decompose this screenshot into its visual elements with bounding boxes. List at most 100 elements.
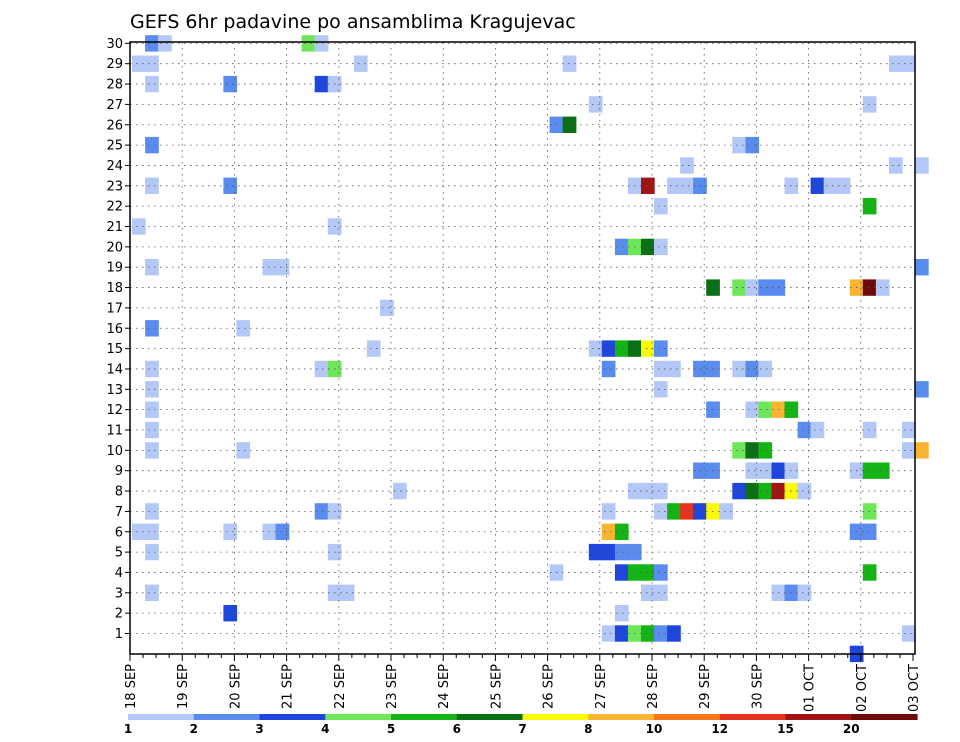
heatmap-cell: [223, 605, 238, 622]
heatmap-cell: [641, 584, 655, 601]
heatmap-cell: [132, 523, 146, 540]
heatmap-cell: [601, 340, 616, 357]
heatmap-cell: [132, 218, 146, 235]
heatmap-cell: [340, 584, 355, 601]
heatmap-cell: [380, 299, 394, 317]
y-tick-label: 27: [106, 98, 123, 113]
y-tick-label: 22: [106, 200, 123, 215]
x-tick-label: 25 SEP: [489, 664, 504, 709]
heatmap-cell: [236, 442, 251, 459]
heatmap-cell: [654, 625, 668, 642]
heatmap-cell: [915, 381, 929, 398]
heatmap-cell: [745, 401, 760, 418]
heatmap-cell: [667, 360, 681, 378]
heatmap-cell: [145, 401, 159, 418]
heatmap-cell: [862, 503, 877, 520]
heatmap-cell: [275, 523, 290, 540]
colorbar-swatch: [588, 714, 655, 720]
heatmap-cell: [902, 442, 916, 459]
heatmap-cell: [654, 198, 668, 215]
heatmap-cell: [145, 55, 159, 72]
heatmap-cell: [145, 523, 159, 540]
heatmap-cell: [353, 55, 368, 72]
y-tick-label: 9: [115, 464, 123, 479]
y-tick-label: 24: [106, 159, 123, 174]
heatmap-cell: [223, 177, 238, 194]
heatmap-cell: [758, 462, 773, 479]
y-tick-label: 30: [106, 37, 123, 52]
x-tick-label: 20 SEP: [228, 664, 243, 709]
y-tick-label: 29: [106, 57, 123, 72]
colorbar-label: 8: [584, 722, 592, 736]
heatmap-cell: [145, 584, 159, 601]
x-tick-label: 28 SEP: [646, 664, 661, 709]
x-tick-label: 23 SEP: [385, 664, 400, 709]
heatmap-cell: [862, 198, 877, 215]
heatmap-cell: [145, 320, 159, 337]
heatmap-cell: [745, 462, 760, 479]
heatmap-cell: [236, 320, 251, 337]
x-tick-label: 03 OCT: [907, 664, 922, 712]
y-tick-label: 1: [115, 627, 123, 642]
heatmap-cell: [902, 421, 916, 439]
y-tick-label: 28: [106, 78, 123, 93]
x-tick-label: 24 SEP: [437, 664, 452, 709]
heatmap-cell: [654, 503, 668, 520]
y-tick-label: 8: [115, 485, 123, 500]
y-tick-label: 4: [115, 566, 123, 581]
heatmap-cell: [693, 177, 707, 194]
heatmap-cell: [797, 482, 812, 500]
heatmap-cell: [797, 584, 812, 601]
y-tick-label: 14: [106, 362, 123, 377]
heatmap-cell: [693, 503, 707, 520]
y-tick-label: 16: [106, 322, 123, 337]
colorbar-label: 12: [711, 722, 728, 736]
heatmap-cell: [915, 157, 929, 174]
heatmap-cell: [862, 421, 877, 439]
colorbar-label: 15: [777, 722, 794, 736]
heatmap-cell: [693, 462, 707, 479]
x-tick-label: 02 OCT: [855, 664, 870, 712]
heatmap-cell: [145, 35, 159, 52]
heatmap-cell: [836, 177, 851, 194]
colorbar-swatch: [325, 714, 392, 720]
heatmap-cell: [915, 259, 929, 276]
x-tick-label: 22 SEP: [333, 664, 348, 709]
heatmap-cell: [758, 442, 773, 459]
colorbar-label: 7: [518, 722, 526, 736]
chart-title: GEFS 6hr padavine po ansamblima Kragujev…: [130, 11, 576, 33]
colorbar-swatch: [391, 714, 458, 720]
heatmap-cell: [719, 503, 733, 520]
heatmap-cell: [641, 340, 655, 357]
heatmap-cell: [145, 442, 159, 459]
heatmap-cell: [314, 35, 329, 52]
heatmap-cell: [614, 238, 629, 256]
heatmap-cell: [745, 279, 760, 296]
heatmap-cell: [875, 279, 890, 296]
heatmap-cell: [145, 360, 159, 378]
heatmap-cell: [145, 259, 159, 276]
heatmap-cell: [654, 564, 668, 581]
y-tick-label: 5: [115, 546, 123, 561]
heatmap-cell: [145, 381, 159, 398]
heatmap-cell: [732, 482, 746, 500]
heatmap-cell: [393, 482, 407, 500]
y-tick-label: 18: [106, 281, 123, 296]
y-tick-label: 13: [106, 383, 123, 398]
heatmap-cell: [745, 482, 760, 500]
heatmap-cell: [223, 75, 238, 93]
heatmap-cell: [654, 584, 668, 601]
colorbar-swatch: [522, 714, 589, 720]
colorbar-swatch: [456, 714, 524, 720]
colorbar-label: 3: [255, 722, 263, 736]
heatmap-cell: [588, 543, 603, 561]
heatmap-cell: [314, 360, 329, 378]
colorbar-swatch: [851, 714, 918, 720]
cells-layer: [132, 35, 929, 663]
heatmap-cell: [862, 564, 877, 581]
heatmap-cell: [614, 340, 629, 357]
y-tick-label: 6: [115, 525, 123, 540]
colorbar-label: 4: [321, 722, 329, 736]
heatmap-cell: [902, 55, 916, 72]
heatmap-cell: [301, 35, 316, 52]
